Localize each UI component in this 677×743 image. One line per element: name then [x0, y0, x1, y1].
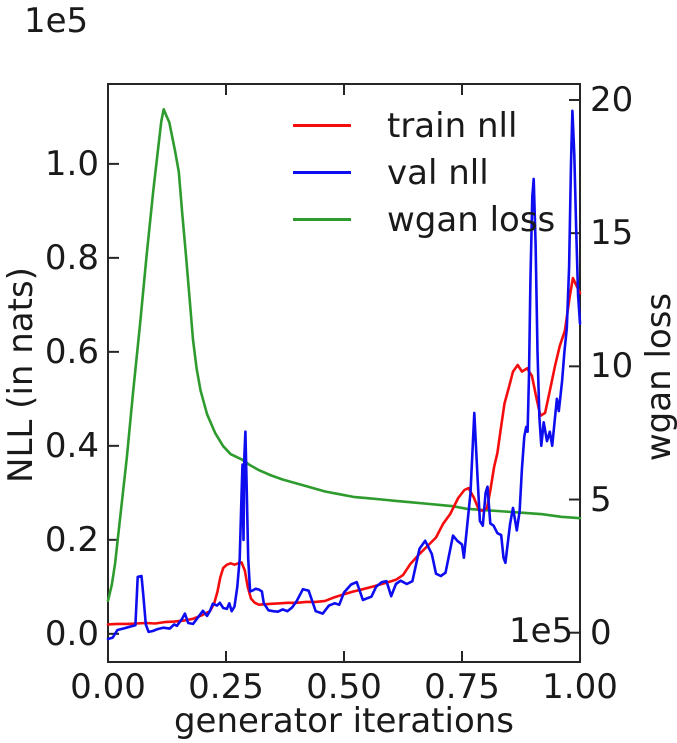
- x-tick-label: 0.50: [306, 667, 382, 707]
- series-line-val-nll: [106, 109, 582, 641]
- legend-label: train nll: [387, 105, 518, 146]
- legend: train nll val nll wgan loss: [293, 102, 555, 243]
- y-axis-label-right: wgan loss: [639, 292, 677, 462]
- x-tick-label: 0.75: [424, 667, 500, 707]
- y-right-tick-label: 0: [590, 612, 612, 653]
- x-axis-offset-text: 1e5: [509, 611, 574, 651]
- y-left-tick-label: 0.6: [44, 331, 99, 372]
- legend-line-sample: [293, 218, 351, 221]
- series-line-wgan-loss: [106, 108, 582, 603]
- y-axis-offset-text: 1e5: [24, 1, 89, 41]
- legend-item: train nll: [293, 102, 555, 149]
- x-tick-label: 0.00: [70, 667, 146, 707]
- legend-line-sample: [293, 124, 351, 127]
- y-right-tick-label: 20: [590, 79, 634, 120]
- y-left-tick-label: 1.0: [44, 143, 99, 184]
- legend-item: val nll: [293, 149, 555, 196]
- legend-item: wgan loss: [293, 196, 555, 243]
- legend-label: val nll: [387, 152, 489, 193]
- legend-label: wgan loss: [387, 199, 556, 240]
- y-left-tick-label: 0.2: [44, 519, 99, 560]
- y-left-tick-label: 0.0: [44, 613, 99, 654]
- y-right-tick-label: 10: [590, 346, 634, 387]
- y-left-tick-label: 0.4: [44, 425, 99, 466]
- y-left-tick-label: 0.8: [44, 237, 99, 278]
- y-right-tick-label: 15: [590, 213, 634, 254]
- y-axis-label-left: NLL (in nats): [1, 267, 41, 483]
- x-axis-label: generator iterations: [173, 701, 515, 741]
- series-line-train-nll: [106, 276, 582, 626]
- x-tick-label: 1.00: [542, 667, 618, 707]
- legend-line-sample: [293, 171, 351, 174]
- x-tick-label: 0.25: [188, 667, 264, 707]
- y-right-tick-label: 5: [590, 479, 612, 520]
